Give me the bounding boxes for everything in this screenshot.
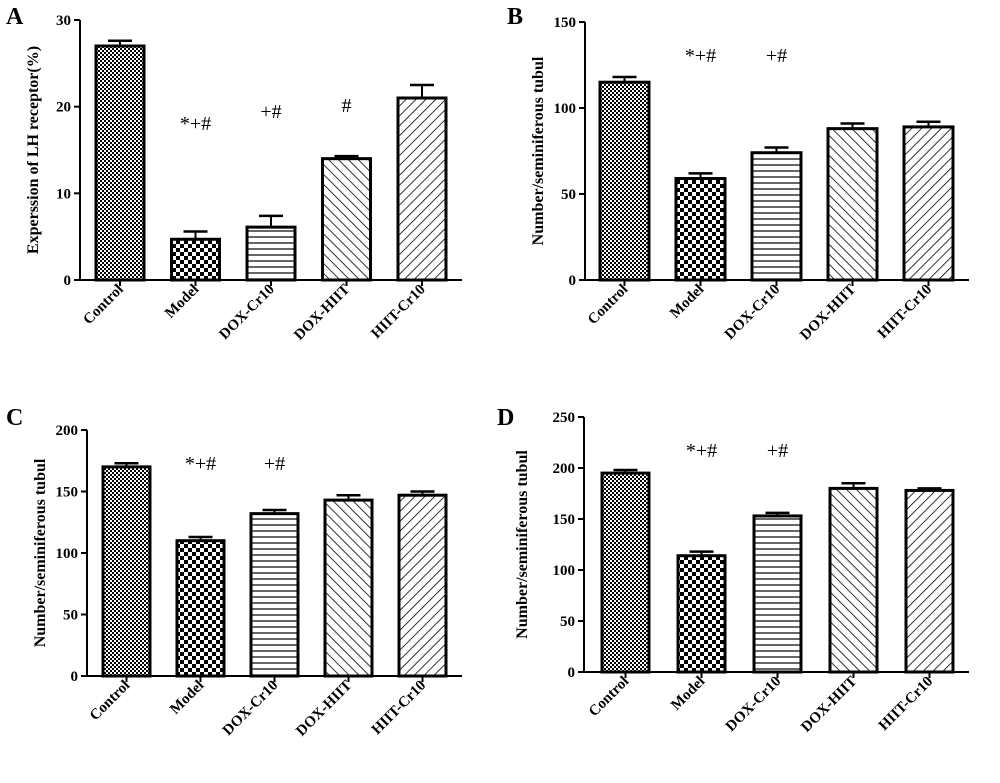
significance-annotation: *+# <box>185 453 216 475</box>
y-tick-label: 150 <box>553 512 576 528</box>
y-tick-label: 20 <box>56 100 71 116</box>
y-tick-label: 200 <box>56 423 79 439</box>
x-tick-label: Model <box>667 282 707 322</box>
x-tick-label: Model <box>668 674 708 714</box>
x-tick-label: Control <box>585 282 631 328</box>
bar <box>598 80 651 282</box>
y-tick-label: 0 <box>71 669 79 685</box>
y-tick-label: 100 <box>56 546 79 562</box>
bar <box>902 125 955 282</box>
y-tick-label: 0 <box>568 665 576 681</box>
x-tick-label: DOX-Cr10 <box>220 678 281 739</box>
y-axis-label: Number/seminiferous tubul <box>514 450 531 639</box>
bar <box>94 44 146 282</box>
x-tick-label: HIIT-Cr10 <box>876 674 936 734</box>
bar <box>323 498 374 678</box>
significance-annotation: +# <box>767 440 788 462</box>
y-tick-label: 50 <box>561 187 576 203</box>
y-tick-label: 150 <box>554 15 577 31</box>
panel-letter: B <box>507 4 523 30</box>
x-tick-label: DOX-Cr10 <box>723 674 784 735</box>
bar <box>826 127 879 282</box>
x-tick-label: Control <box>87 678 133 724</box>
y-tick-label: 100 <box>554 101 577 117</box>
bar <box>396 96 448 282</box>
x-tick-label: HIIT-Cr10 <box>368 282 428 342</box>
y-tick-label: 200 <box>553 461 576 477</box>
chart-panel-b: B 0 50 100 150 Number/seminiferous tubul Contr… <box>507 4 969 344</box>
y-tick-label: 150 <box>56 485 79 501</box>
y-tick-label: 10 <box>56 186 71 202</box>
bar <box>676 554 727 674</box>
y-tick-label: 50 <box>560 614 575 630</box>
x-tick-label: HIIT-Cr10 <box>875 282 935 342</box>
bar <box>752 514 803 674</box>
y-tick-label: 50 <box>63 608 78 624</box>
bar <box>600 471 651 674</box>
bar <box>750 151 803 282</box>
x-tick-label: DOX-HIIT <box>798 674 860 736</box>
bar <box>249 512 300 678</box>
y-axis-label: Number/seminiferous tubul <box>530 56 547 245</box>
significance-annotation: # <box>342 95 352 117</box>
bar <box>828 486 879 674</box>
x-tick-label: DOX-HIIT <box>293 678 355 740</box>
panel-letter: A <box>6 4 24 30</box>
significance-annotation: *+# <box>685 45 716 67</box>
significance-annotation: +# <box>260 101 281 123</box>
bar <box>245 225 297 282</box>
panel-letter: C <box>6 405 23 431</box>
significance-annotation: +# <box>264 453 285 475</box>
significance-annotation: +# <box>766 45 787 67</box>
y-axis-label: Experssion of LH receptor(%) <box>25 46 42 254</box>
bar <box>101 465 152 678</box>
chart-panel-c: C 0 50 100 150 200 Number/seminiferous tubul Co… <box>6 405 462 740</box>
x-tick-label: HIIT-Cr10 <box>369 678 429 738</box>
x-tick-label: DOX-HIIT <box>291 282 353 344</box>
x-tick-label: Control <box>586 674 632 720</box>
panel-letter: D <box>497 405 514 431</box>
y-tick-label: 30 <box>56 13 71 29</box>
bar <box>397 493 448 678</box>
bar <box>175 539 226 678</box>
chart-panel-a: A 0 10 20 30 Experssion of LH receptor(%) Cont… <box>6 4 462 344</box>
x-tick-label: Model <box>162 282 202 322</box>
significance-annotation: *+# <box>180 113 211 135</box>
bar <box>170 237 221 282</box>
chart-panel-d: D 0 50 100 150 200 250 Number/seminiferous tubu… <box>497 405 969 736</box>
bar <box>674 177 727 282</box>
x-tick-label: DOX-Cr10 <box>216 282 277 343</box>
y-tick-label: 250 <box>553 410 576 426</box>
significance-annotation: *+# <box>686 440 717 462</box>
y-tick-label: 0 <box>569 273 577 289</box>
bar <box>904 488 955 674</box>
x-tick-label: Control <box>80 282 126 328</box>
y-axis-label: Number/seminiferous tubul <box>32 458 49 647</box>
x-tick-label: Model <box>167 678 207 718</box>
x-tick-label: DOX-HIIT <box>797 282 859 344</box>
x-tick-label: DOX-Cr10 <box>722 282 783 343</box>
y-tick-label: 100 <box>553 563 576 579</box>
y-tick-label: 0 <box>64 273 72 289</box>
bar <box>321 157 372 282</box>
